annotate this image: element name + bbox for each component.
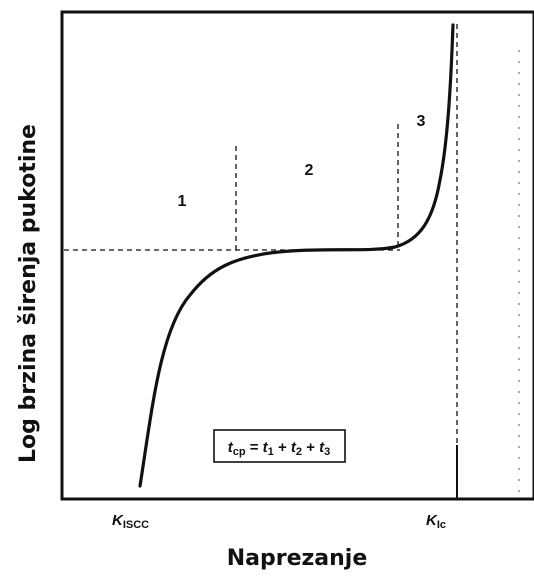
formula-t3: t <box>319 439 325 456</box>
kiscc-tick-label: KISCC <box>112 512 149 531</box>
kic-symbol: K <box>426 512 438 529</box>
region-2-label: 2 <box>305 162 314 179</box>
formula-s3: 3 <box>324 446 330 458</box>
formula-s1: 1 <box>268 446 274 458</box>
formula-box <box>213 429 346 463</box>
region-3-label: 3 <box>417 113 426 130</box>
kic-tick-label: KIc <box>426 512 446 531</box>
formula-s2: 2 <box>296 446 302 458</box>
formula-eq: = <box>246 439 263 456</box>
formula-cp: cp <box>233 446 246 458</box>
x-axis-label: Naprezanje <box>226 546 368 571</box>
formula-plus1: + <box>274 439 291 456</box>
crack-growth-curve <box>138 23 455 488</box>
kiscc-subscript: ISCC <box>123 519 149 531</box>
plot-frame <box>60 10 534 501</box>
formula-t: t <box>228 439 234 456</box>
formula-t1: t <box>263 439 269 456</box>
kic-subscript: Ic <box>437 519 446 531</box>
region-1-label: 1 <box>178 193 187 210</box>
kiscc-symbol: K <box>112 512 124 529</box>
formula-t2: t <box>291 439 297 456</box>
formula-plus2: + <box>302 439 319 456</box>
formula-text: tcp = t1 + t2 + t3 <box>228 439 331 458</box>
